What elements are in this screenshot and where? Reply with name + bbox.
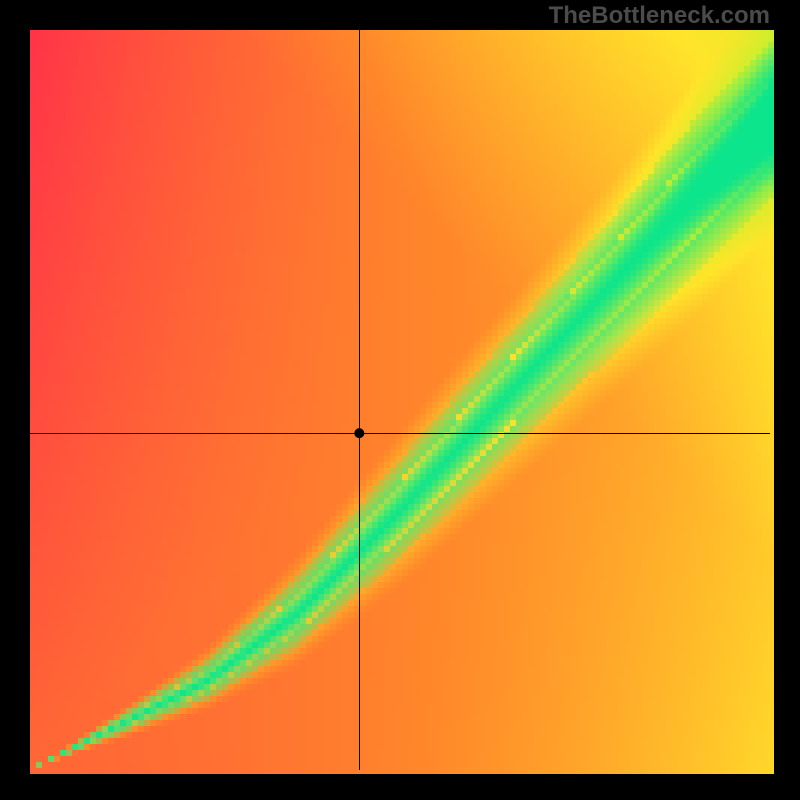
watermark-text: TheBottleneck.com <box>549 2 770 30</box>
gradient-canvas <box>0 0 800 800</box>
chart-container: TheBottleneck.com <box>0 0 800 800</box>
